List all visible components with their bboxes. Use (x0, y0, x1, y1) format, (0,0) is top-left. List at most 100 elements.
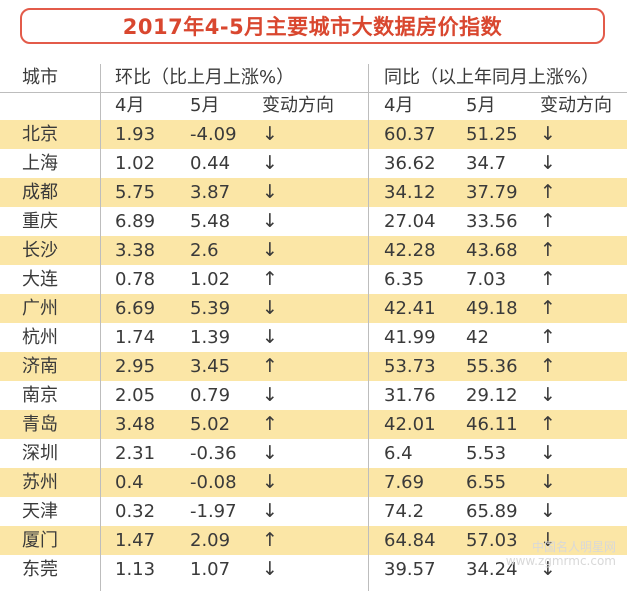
cell-yoy-apr: 42.28 (384, 240, 436, 261)
table-row: 长沙 3.38 2.6 ↓ 42.28 43.68 ↑ (0, 236, 627, 265)
cell-yoy-apr: 42.01 (384, 414, 436, 435)
cell-mom-direction: ↓ (262, 152, 278, 174)
cell-mom-direction: ↓ (262, 210, 278, 232)
table-row: 杭州 1.74 1.39 ↓ 41.99 42 ↑ (0, 323, 627, 352)
cell-yoy-direction: ↑ (540, 239, 556, 261)
cell-yoy-apr: 6.35 (384, 269, 425, 290)
header-mom-may: 5月 (190, 95, 220, 116)
cell-mom-apr: 1.74 (115, 327, 156, 348)
cell-mom-may: 0.44 (190, 153, 231, 174)
cell-mom-direction: ↓ (262, 384, 278, 406)
cell-yoy-apr: 41.99 (384, 327, 436, 348)
cell-yoy-may: 42 (466, 327, 489, 348)
header-mom-apr: 4月 (115, 95, 145, 116)
cell-mom-apr: 5.75 (115, 182, 156, 203)
cell-yoy-may: 5.53 (466, 443, 507, 464)
cell-yoy-direction: ↓ (540, 442, 556, 464)
cell-mom-may: 5.39 (190, 298, 231, 319)
cell-yoy-apr: 74.2 (384, 501, 425, 522)
cell-mom-apr: 2.05 (115, 385, 156, 406)
cell-yoy-direction: ↓ (540, 529, 556, 551)
cell-mom-direction: ↑ (262, 413, 278, 435)
divider-header (0, 92, 627, 93)
cell-yoy-may: 37.79 (466, 182, 518, 203)
cell-mom-may: 3.87 (190, 182, 231, 203)
cell-mom-apr: 0.78 (115, 269, 156, 290)
cell-yoy-direction: ↑ (540, 181, 556, 203)
table-body: 北京 1.93 -4.09 ↓ 60.37 51.25 ↓ 上海 1.02 0.44 ↓ 36.62 3… (0, 120, 627, 584)
cell-yoy-direction: ↓ (540, 471, 556, 493)
cell-mom-apr: 2.31 (115, 443, 156, 464)
cell-mom-direction: ↓ (262, 123, 278, 145)
cell-yoy-apr: 53.73 (384, 356, 436, 377)
cell-yoy-may: 34.24 (466, 559, 518, 580)
cell-city: 天津 (22, 501, 58, 522)
cell-mom-direction: ↑ (262, 355, 278, 377)
title-box: 2017年4-5月主要城市大数据房价指数 (20, 8, 605, 44)
header-row-1: 城市 环比（比上月上涨%） 同比（以上年同月上涨%） (0, 64, 627, 92)
cell-mom-apr: 1.93 (115, 124, 156, 145)
cell-mom-apr: 1.47 (115, 530, 156, 551)
chart-title: 2017年4-5月主要城市大数据房价指数 (122, 15, 503, 39)
cell-mom-may: -1.97 (190, 501, 237, 522)
cell-mom-apr: 3.48 (115, 414, 156, 435)
table-row: 天津 0.32 -1.97 ↓ 74.2 65.89 ↓ (0, 497, 627, 526)
cell-mom-direction: ↓ (262, 297, 278, 319)
cell-mom-apr: 6.69 (115, 298, 156, 319)
cell-yoy-apr: 6.4 (384, 443, 413, 464)
cell-yoy-apr: 34.12 (384, 182, 436, 203)
cell-city: 南京 (22, 385, 58, 406)
cell-yoy-may: 6.55 (466, 472, 507, 493)
cell-mom-apr: 1.13 (115, 559, 156, 580)
cell-city: 青岛 (22, 414, 58, 435)
cell-mom-direction: ↑ (262, 268, 278, 290)
cell-yoy-apr: 7.69 (384, 472, 425, 493)
watermark-line-2: www.zgmrmc.com (505, 554, 616, 568)
cell-mom-apr: 0.4 (115, 472, 144, 493)
cell-mom-direction: ↑ (262, 529, 278, 551)
cell-city: 东莞 (22, 559, 58, 580)
cell-yoy-direction: ↓ (540, 500, 556, 522)
cell-yoy-direction: ↑ (540, 268, 556, 290)
cell-city: 苏州 (22, 472, 58, 493)
cell-yoy-direction: ↓ (540, 384, 556, 406)
cell-mom-apr: 6.89 (115, 211, 156, 232)
watermark-line-1: 中国名人明星网 (531, 540, 616, 554)
cell-yoy-may: 29.12 (466, 385, 518, 406)
header-yoy-may: 5月 (466, 95, 496, 116)
header-yoy-direction: 变动方向 (540, 95, 612, 116)
cell-yoy-direction: ↑ (540, 326, 556, 348)
cell-mom-may: 5.02 (190, 414, 231, 435)
cell-mom-apr: 1.02 (115, 153, 156, 174)
cell-mom-direction: ↓ (262, 239, 278, 261)
table-row: 上海 1.02 0.44 ↓ 36.62 34.7 ↓ (0, 149, 627, 178)
cell-yoy-may: 46.11 (466, 414, 518, 435)
cell-mom-direction: ↓ (262, 442, 278, 464)
table-row: 深圳 2.31 -0.36 ↓ 6.4 5.53 ↓ (0, 439, 627, 468)
cell-mom-apr: 2.95 (115, 356, 156, 377)
cell-mom-direction: ↓ (262, 471, 278, 493)
header-row-2: 4月 5月 变动方向 4月 5月 变动方向 (0, 92, 627, 120)
cell-yoy-direction: ↓ (540, 558, 556, 580)
header-mom-direction: 变动方向 (262, 95, 334, 116)
table-row: 广州 6.69 5.39 ↓ 42.41 49.18 ↑ (0, 294, 627, 323)
cell-city: 杭州 (22, 327, 58, 348)
cell-yoy-direction: ↓ (540, 123, 556, 145)
cell-mom-may: 3.45 (190, 356, 231, 377)
cell-yoy-apr: 31.76 (384, 385, 436, 406)
cell-yoy-apr: 64.84 (384, 530, 436, 551)
cell-mom-may: 2.09 (190, 530, 231, 551)
header-mom-group: 环比（比上月上涨%） (115, 67, 295, 88)
table-row: 青岛 3.48 5.02 ↑ 42.01 46.11 ↑ (0, 410, 627, 439)
divider-groups (368, 64, 369, 591)
cell-mom-may: 1.39 (190, 327, 231, 348)
table-row: 厦门 1.47 2.09 ↑ 64.84 57.03 ↓ (0, 526, 627, 555)
cell-yoy-may: 65.89 (466, 501, 518, 522)
cell-city: 济南 (22, 356, 58, 377)
cell-yoy-may: 51.25 (466, 124, 518, 145)
table-row: 重庆 6.89 5.48 ↓ 27.04 33.56 ↑ (0, 207, 627, 236)
divider-city (100, 64, 101, 591)
table-row: 北京 1.93 -4.09 ↓ 60.37 51.25 ↓ (0, 120, 627, 149)
cell-mom-may: -0.08 (190, 472, 237, 493)
cell-city: 大连 (22, 269, 58, 290)
